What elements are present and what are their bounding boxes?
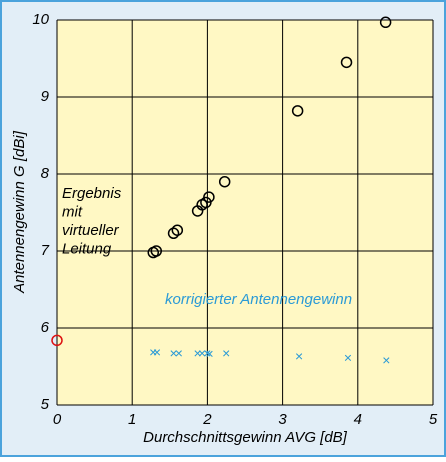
- x-tick-label: 1: [128, 411, 136, 428]
- point: [167, 227, 180, 240]
- x-axis-label: Durchschnittsgewinn AVG [dB]: [143, 429, 348, 446]
- point: ×: [153, 344, 161, 360]
- y-tick-label: 5: [41, 396, 50, 413]
- point: ×: [149, 344, 157, 360]
- annotation: Ergebnis: [62, 185, 122, 202]
- point: ×: [295, 348, 303, 364]
- point: ×: [203, 345, 211, 361]
- point: [291, 105, 304, 117]
- annotation: mit: [62, 203, 83, 220]
- plot-area: [57, 20, 433, 405]
- point: [340, 56, 353, 69]
- point: ×: [206, 346, 214, 362]
- x-tick-label: 0: [53, 411, 62, 428]
- point: ×: [344, 350, 352, 366]
- annotation: virtueller: [62, 222, 120, 239]
- y-axis-label: Antennengewinn G [dBi]: [11, 130, 28, 294]
- x-tick-label: 5: [429, 411, 438, 428]
- point: ×: [169, 345, 177, 361]
- point: [203, 191, 215, 203]
- x-tick-label: 3: [278, 411, 287, 428]
- point: ×: [198, 345, 206, 361]
- point: [51, 334, 63, 347]
- point: [218, 175, 231, 188]
- point: [171, 224, 184, 236]
- point: ×: [175, 345, 183, 361]
- annotation: korrigierter Antennengewinn: [165, 291, 352, 308]
- y-tick-label: 8: [41, 165, 50, 182]
- point: [150, 245, 163, 257]
- point: ×: [222, 345, 230, 361]
- y-tick-label: 6: [41, 319, 50, 336]
- point: ×: [194, 345, 202, 361]
- y-tick-label: 10: [32, 11, 49, 28]
- y-tick-label: 9: [41, 88, 50, 105]
- x-tick-label: 2: [202, 411, 212, 428]
- y-tick-label: 7: [41, 242, 50, 259]
- point: ×: [382, 352, 390, 368]
- annotation: Leitung: [62, 240, 112, 257]
- point: [379, 16, 392, 29]
- x-tick-label: 4: [354, 411, 362, 428]
